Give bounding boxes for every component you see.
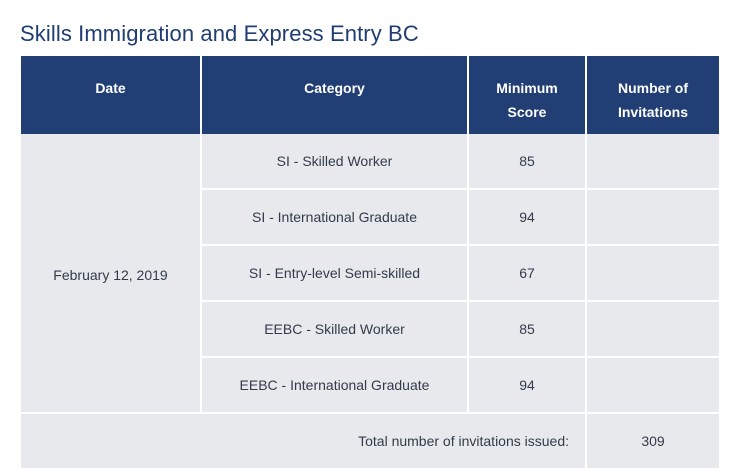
invitations-table: Date Category Minimum Score Number of In… xyxy=(21,56,719,470)
invitations-cell xyxy=(586,189,719,246)
category-cell: EEBC - Skilled Worker xyxy=(201,301,469,358)
min-score-cell: 85 xyxy=(468,301,587,358)
min-score-cell: 67 xyxy=(468,245,587,302)
category-cell: EEBC - International Graduate xyxy=(201,357,469,414)
category-cell: SI - Skilled Worker xyxy=(201,134,469,190)
category-cell: SI - International Graduate xyxy=(201,189,469,246)
page-title: Skills Immigration and Express Entry BC xyxy=(20,20,419,46)
invitations-cell xyxy=(586,245,719,302)
invitations-cell xyxy=(586,357,719,414)
total-label: Total number of invitations issued: xyxy=(21,413,587,470)
min-score-cell: 85 xyxy=(468,134,587,190)
draw-date-cell: February 12, 2019 xyxy=(21,134,202,414)
invitations-cell xyxy=(586,134,719,190)
date-header-label: Date xyxy=(95,80,126,96)
category-cell: SI - Entry-level Semi-skilled xyxy=(201,245,469,302)
category-column-header: Category xyxy=(201,56,469,134)
minimum-score-column-header: Minimum Score xyxy=(468,56,587,134)
invitations-column-header: Number of Invitations xyxy=(586,56,719,134)
table-header-row: Date Category Minimum Score Number of In… xyxy=(21,56,719,134)
total-row: Total number of invitations issued: 309 xyxy=(21,413,719,470)
invitations-header-line1: Number of xyxy=(618,80,688,96)
invitations-header-line2: Invitations xyxy=(617,104,688,120)
table-row: EEBC - International Graduate 94 xyxy=(21,357,719,414)
table-row: February 12, 2019 SI - Skilled Worker 85 xyxy=(21,134,719,414)
minimum-score-header-line1: Minimum xyxy=(496,80,558,96)
min-score-cell: 94 xyxy=(468,357,587,414)
table-row: SI - International Graduate 94 xyxy=(21,189,719,246)
table-row: EEBC - Skilled Worker 85 xyxy=(21,301,719,358)
draw-date: February 12, 2019 xyxy=(53,267,168,283)
category-header-label: Category xyxy=(304,80,365,96)
table-row: SI - Entry-level Semi-skilled 67 xyxy=(21,245,719,302)
total-value: 309 xyxy=(586,413,719,470)
date-column-header: Date xyxy=(21,56,202,134)
invitations-cell xyxy=(586,301,719,358)
min-score-cell: 94 xyxy=(468,189,587,246)
minimum-score-header-line2: Score xyxy=(507,104,547,120)
